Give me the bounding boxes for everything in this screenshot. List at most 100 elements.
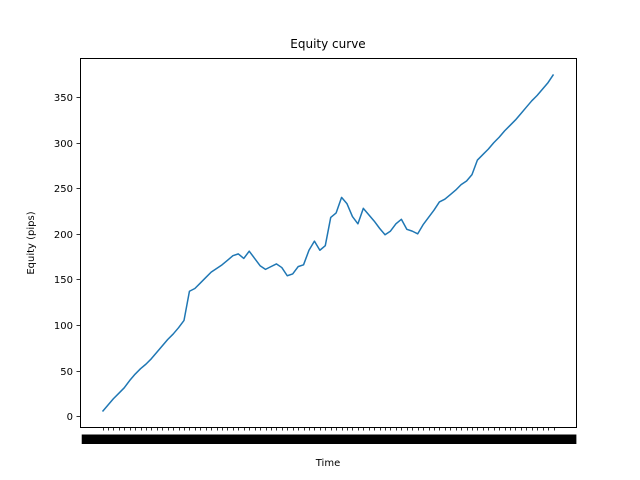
x-tick-label-overlap: ██████████ xyxy=(309,434,354,444)
x-tick-label-overlap: ██████████ xyxy=(184,434,229,444)
x-tick-label-overlap: ██████████ xyxy=(249,434,294,444)
x-tick-label-overlap: ██████████ xyxy=(483,434,528,444)
x-tick-label-overlap: ██████████ xyxy=(97,434,142,444)
x-tick-label-overlap: ██████████ xyxy=(102,434,147,444)
x-tick-label-overlap: ██████████ xyxy=(162,434,207,444)
x-tick-label-overlap: ██████████ xyxy=(168,434,213,444)
x-tick-label-overlap: ██████████ xyxy=(418,434,463,444)
x-tick-label-overlap: ██████████ xyxy=(331,434,376,444)
x-tick-label-overlap: ██████████ xyxy=(222,434,267,444)
x-tick-label-overlap: ██████████ xyxy=(434,434,479,444)
x-tick-label-overlap: ██████████ xyxy=(200,434,245,444)
x-tick-label-overlap: ██████████ xyxy=(81,434,126,444)
x-tick-label-overlap: ██████████ xyxy=(521,434,566,444)
x-tick-label-overlap: ██████████ xyxy=(195,434,240,444)
x-tick-label-overlap: ██████████ xyxy=(401,434,446,444)
x-tick-label-overlap: ██████████ xyxy=(287,434,332,444)
x-tick-label-overlap: ██████████ xyxy=(352,434,397,444)
x-tick-label-overlap: ██████████ xyxy=(211,434,256,444)
x-tick-label-overlap: ██████████ xyxy=(217,434,262,444)
x-tick-label-overlap: ██████████ xyxy=(358,434,403,444)
y-tick-label: 150 xyxy=(54,275,73,286)
x-tick-label-overlap: ██████████ xyxy=(238,434,283,444)
x-tick-label-overlap: ██████████ xyxy=(135,434,180,444)
x-tick-label-overlap: ██████████ xyxy=(227,434,272,444)
x-tick-label-overlap: ██████████ xyxy=(336,434,381,444)
x-tick-label-overlap: ██████████ xyxy=(499,434,544,444)
x-tick-label-overlap: ██████████ xyxy=(298,434,343,444)
x-tick-label-overlap: ██████████ xyxy=(108,434,153,444)
y-axis-label: Equity (pips) xyxy=(26,211,37,274)
x-tick-label-overlap: ██████████ xyxy=(407,434,452,444)
x-tick-label-overlap: ██████████ xyxy=(445,434,490,444)
x-tick-label-overlap: ██████████ xyxy=(477,434,522,444)
x-tick-label-overlap: ██████████ xyxy=(374,434,419,444)
x-tick-label-overlap: ██████████ xyxy=(505,434,550,444)
x-tick-label-overlap: ██████████ xyxy=(325,434,370,444)
x-tick-label-overlap: ██████████ xyxy=(244,434,289,444)
x-tick-label-overlap: ██████████ xyxy=(412,434,457,444)
x-tick-label-overlap: ██████████ xyxy=(151,434,196,444)
x-tick-label-overlap: ██████████ xyxy=(380,434,425,444)
y-tick-label: 50 xyxy=(60,367,73,378)
x-tick-label-overlap: ██████████ xyxy=(271,434,316,444)
chart-title: Equity curve xyxy=(290,37,365,51)
x-tick-label-overlap: ██████████ xyxy=(260,434,305,444)
x-tick-label-overlap: ██████████ xyxy=(472,434,517,444)
x-tick-label-overlap: ██████████ xyxy=(189,434,234,444)
x-tick-label-overlap: ██████████ xyxy=(173,434,218,444)
x-tick-label-overlap: ██████████ xyxy=(494,434,539,444)
y-tick-label: 250 xyxy=(54,184,73,195)
x-tick-label-overlap: ██████████ xyxy=(314,434,359,444)
x-tick-label-overlap: ██████████ xyxy=(456,434,501,444)
x-tick-label-overlap: ██████████ xyxy=(428,434,473,444)
plot-area xyxy=(101,73,555,412)
x-tick-label-overlap: ██████████ xyxy=(276,434,321,444)
x-tick-label-overlap: ██████████ xyxy=(363,434,408,444)
x-tick-label-overlap: ██████████ xyxy=(146,434,191,444)
x-tick-label-overlap: ██████████ xyxy=(255,434,300,444)
x-tick-label-overlap: ██████████ xyxy=(130,434,175,444)
x-tick-label-overlap: ██████████ xyxy=(320,434,365,444)
x-tick-label-overlap: ██████████ xyxy=(113,434,158,444)
x-tick-label-overlap: ██████████ xyxy=(461,434,506,444)
y-tick-label: 0 xyxy=(67,412,73,423)
x-tick-label-overlap: ██████████ xyxy=(282,434,327,444)
x-tick-label-overlap: ██████████ xyxy=(141,434,186,444)
y-axis-ticks: 0 50 100 150 200 250 300 350 xyxy=(54,93,80,423)
x-tick-label-overlap: ██████████ xyxy=(233,434,278,444)
x-tick-label-overlap: ██████████ xyxy=(206,434,251,444)
x-tick-label-overlap: ██████████ xyxy=(265,434,310,444)
y-tick-label: 100 xyxy=(54,321,73,332)
x-tick-label-overlap: ██████████ xyxy=(423,434,468,444)
x-tick-label-overlap: ██████████ xyxy=(385,434,430,444)
x-tick-label-overlap: ██████████ xyxy=(347,434,392,444)
x-tick-label-overlap: ██████████ xyxy=(396,434,441,444)
y-tick-label: 300 xyxy=(54,139,73,150)
x-tick-label-overlap: ██████████ xyxy=(515,434,560,444)
x-tick-label-overlap: ██████████ xyxy=(86,434,131,444)
x-tick-label-overlap: ██████████ xyxy=(179,434,224,444)
x-tick-label-overlap: ██████████ xyxy=(119,434,164,444)
x-tick-label-overlap: ██████████ xyxy=(526,434,571,444)
x-tick-label-overlap: ██████████ xyxy=(342,434,387,444)
x-tick-label-overlap: ██████████ xyxy=(92,434,137,444)
x-tick-label-overlap: ██████████ xyxy=(293,434,338,444)
x-tick-label-overlap: ██████████ xyxy=(157,434,202,444)
x-tick-label-overlap: ██████████ xyxy=(439,434,484,444)
x-tick-label-overlap: ██████████ xyxy=(450,434,495,444)
y-tick-label: 200 xyxy=(54,230,73,241)
x-tick-label-overlap: ██████████ xyxy=(390,434,435,444)
x-tick-label-overlap: ██████████ xyxy=(369,434,414,444)
axes-frame xyxy=(80,58,577,428)
x-tick-label-overlap: ██████████ xyxy=(124,434,169,444)
x-axis-ticks: ████████████████████████████████████████… xyxy=(81,427,579,444)
equity-line xyxy=(101,73,555,412)
y-tick-label: 350 xyxy=(54,93,73,104)
x-tick-label-overlap: ██████████ xyxy=(304,434,349,444)
x-tick-label-overlap: ██████████ xyxy=(488,434,533,444)
x-tick-label-overlap: ██████████ xyxy=(510,434,555,444)
x-tick-label-overlap: ██████████ xyxy=(467,434,512,444)
x-axis-label: Time xyxy=(315,458,340,469)
